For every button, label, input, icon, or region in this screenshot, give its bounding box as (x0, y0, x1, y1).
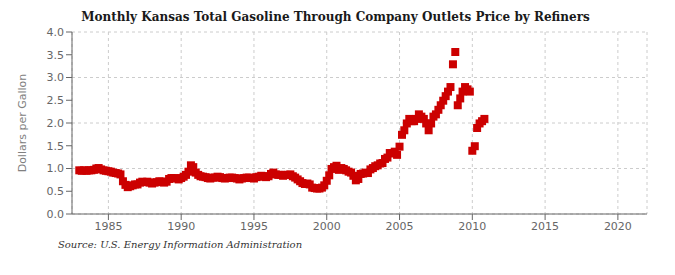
svg-text:2000: 2000 (313, 220, 341, 233)
svg-text:2015: 2015 (531, 220, 559, 233)
html-text:Source: U.S. Energy Informatio: Source: U.S. Energy Information Administ… (58, 239, 303, 250)
svg-text:2.0: 2.0 (47, 117, 65, 130)
svg-text:1.0: 1.0 (47, 162, 65, 175)
svg-text:4.0: 4.0 (47, 26, 65, 39)
svg-text:2.5: 2.5 (47, 94, 65, 107)
svg-text:0.0: 0.0 (47, 208, 65, 221)
svg-text:2020: 2020 (604, 220, 632, 233)
html-text:Monthly Kansas Total Gasoline: Monthly Kansas Total Gasoline Through Co… (81, 10, 590, 24)
svg-text:3.5: 3.5 (47, 49, 65, 62)
svg-text:0.5: 0.5 (47, 185, 65, 198)
svg-text:3.0: 3.0 (47, 71, 65, 84)
svg-text:1985: 1985 (94, 220, 122, 233)
svg-text:2010: 2010 (458, 220, 486, 233)
svg-text:1990: 1990 (167, 220, 195, 233)
svg-text:2005: 2005 (386, 220, 414, 233)
svg-text:Dollars per Gallon: Dollars per Gallon (16, 74, 29, 173)
svg-text:1995: 1995 (240, 220, 268, 233)
svg-text:1.5: 1.5 (47, 140, 65, 153)
